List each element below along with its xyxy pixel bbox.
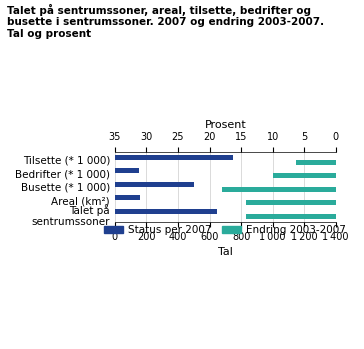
Bar xyxy=(115,181,194,187)
Bar xyxy=(115,195,140,200)
X-axis label: Prosent: Prosent xyxy=(205,120,246,130)
Bar xyxy=(246,214,336,219)
Bar xyxy=(273,173,336,178)
Bar xyxy=(222,187,336,192)
Bar xyxy=(115,168,139,173)
Bar xyxy=(115,155,233,160)
Text: Talet på sentrumssoner, areal, tilsette, bedrifter og
busette i sentrumssoner. 2: Talet på sentrumssoner, areal, tilsette,… xyxy=(7,3,324,39)
Bar xyxy=(296,160,336,165)
Bar xyxy=(115,209,217,214)
Legend: Status per 2007, Endring 2003-2007: Status per 2007, Endring 2003-2007 xyxy=(100,221,350,239)
X-axis label: Tal: Tal xyxy=(218,247,233,257)
Bar xyxy=(246,200,336,205)
